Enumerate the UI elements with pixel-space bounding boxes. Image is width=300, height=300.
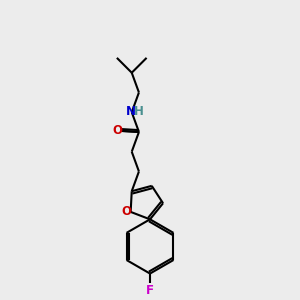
Text: O: O: [121, 206, 131, 218]
Text: O: O: [113, 124, 123, 137]
Text: H: H: [134, 105, 143, 118]
Text: F: F: [146, 284, 154, 297]
Text: N: N: [125, 105, 135, 118]
